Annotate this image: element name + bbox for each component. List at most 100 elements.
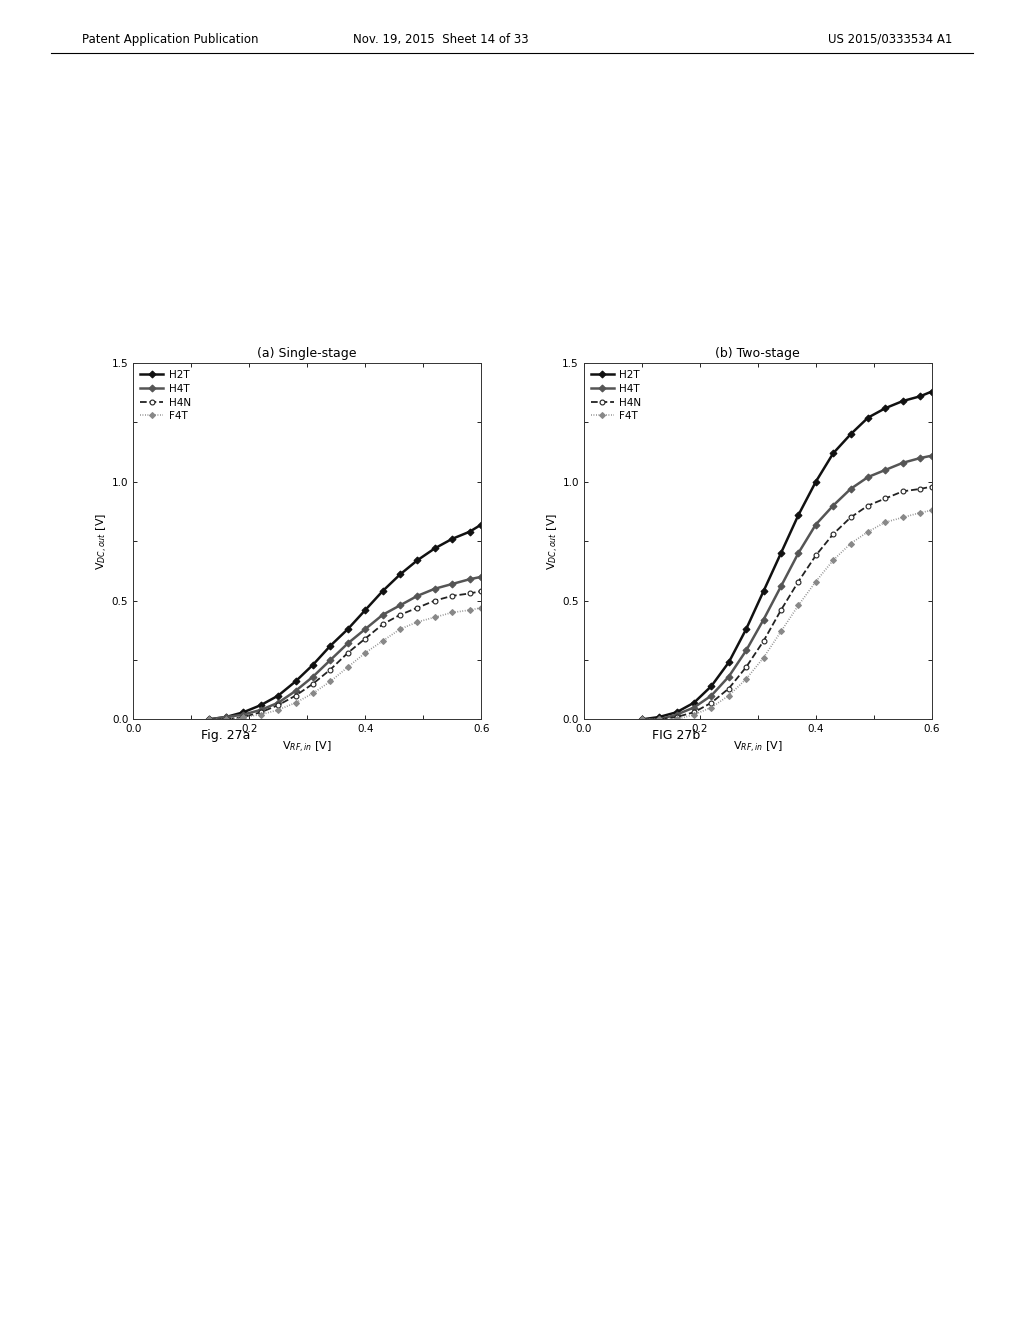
H4N (810, 548, 822, 564)
H4T (238, 706, 250, 722)
H4N (862, 498, 874, 513)
H4N (793, 574, 805, 590)
H4N (325, 661, 337, 677)
H2T (290, 673, 302, 689)
H2T (359, 602, 372, 618)
H4T (688, 700, 700, 715)
H4N (394, 607, 407, 623)
Y-axis label: V$_{DC,out}$ [V]: V$_{DC,out}$ [V] (95, 512, 111, 570)
F4T (793, 598, 805, 614)
F4T (290, 694, 302, 710)
F4T (636, 711, 648, 727)
H2T (325, 638, 337, 653)
F4T (464, 602, 476, 618)
Line: H2T: H2T (206, 523, 483, 722)
H2T (740, 622, 753, 638)
H4T (394, 598, 407, 614)
F4T (272, 702, 285, 718)
H4N (671, 709, 683, 725)
H4T (475, 569, 487, 585)
H4N (255, 705, 267, 721)
F4T (412, 614, 424, 630)
F4T (671, 711, 683, 727)
H4T (272, 694, 285, 710)
H4N (897, 483, 909, 499)
F4T (342, 659, 354, 675)
F4T (429, 610, 441, 626)
H4T (307, 669, 319, 685)
F4T (394, 622, 407, 638)
H2T (475, 516, 487, 532)
H4N (880, 491, 892, 507)
F4T (325, 673, 337, 689)
F4T (914, 504, 927, 520)
H4N (706, 694, 718, 710)
H2T (412, 552, 424, 568)
H2T (429, 540, 441, 556)
H4N (446, 587, 459, 603)
H2T (926, 384, 938, 400)
F4T (740, 671, 753, 686)
H4N (377, 616, 389, 632)
F4T (827, 552, 840, 568)
F4T (688, 706, 700, 722)
H4N (412, 599, 424, 615)
H4T (220, 709, 232, 725)
H4N (238, 709, 250, 725)
Text: Patent Application Publication: Patent Application Publication (82, 33, 258, 46)
H2T (914, 388, 927, 404)
F4T (810, 574, 822, 590)
H4T (793, 545, 805, 561)
F4T (238, 709, 250, 725)
H2T (671, 705, 683, 721)
F4T (845, 536, 857, 552)
H4N (926, 479, 938, 495)
F4T (758, 649, 770, 665)
H2T (203, 711, 215, 727)
Legend: H2T, H4T, H4N, F4T: H2T, H4T, H4N, F4T (589, 368, 643, 424)
H4T (914, 450, 927, 466)
F4T (446, 605, 459, 620)
F4T (307, 685, 319, 701)
H2T (255, 697, 267, 713)
H4N (688, 705, 700, 721)
H4T (255, 702, 267, 718)
H4T (845, 480, 857, 496)
Y-axis label: V$_{DC,out}$ [V]: V$_{DC,out}$ [V] (546, 512, 561, 570)
F4T (377, 634, 389, 649)
F4T (926, 503, 938, 519)
H2T (238, 705, 250, 721)
H4N (827, 527, 840, 543)
H4T (810, 516, 822, 532)
H2T (653, 709, 666, 725)
H2T (307, 657, 319, 673)
H4N (758, 634, 770, 649)
Line: H4T: H4T (206, 574, 483, 722)
H4T (429, 581, 441, 597)
H2T (845, 426, 857, 442)
Text: Fig. 27a: Fig. 27a (201, 729, 250, 742)
H2T (880, 400, 892, 416)
Text: Nov. 19, 2015  Sheet 14 of 33: Nov. 19, 2015 Sheet 14 of 33 (352, 33, 528, 46)
H4N (290, 688, 302, 704)
H4T (464, 572, 476, 587)
H2T (272, 688, 285, 704)
F4T (723, 688, 735, 704)
F4T (203, 711, 215, 727)
H2T (220, 709, 232, 725)
H2T (862, 409, 874, 425)
H4N (475, 583, 487, 599)
F4T (653, 711, 666, 727)
H2T (775, 545, 787, 561)
F4T (220, 711, 232, 727)
Line: H2T: H2T (639, 389, 934, 722)
H4T (862, 469, 874, 484)
H4N (272, 697, 285, 713)
H4T (203, 711, 215, 727)
H2T (394, 566, 407, 582)
F4T (255, 706, 267, 722)
H4T (758, 611, 770, 627)
Legend: H2T, H4T, H4N, F4T: H2T, H4T, H4N, F4T (138, 368, 193, 424)
H4T (377, 607, 389, 623)
F4T (897, 510, 909, 525)
